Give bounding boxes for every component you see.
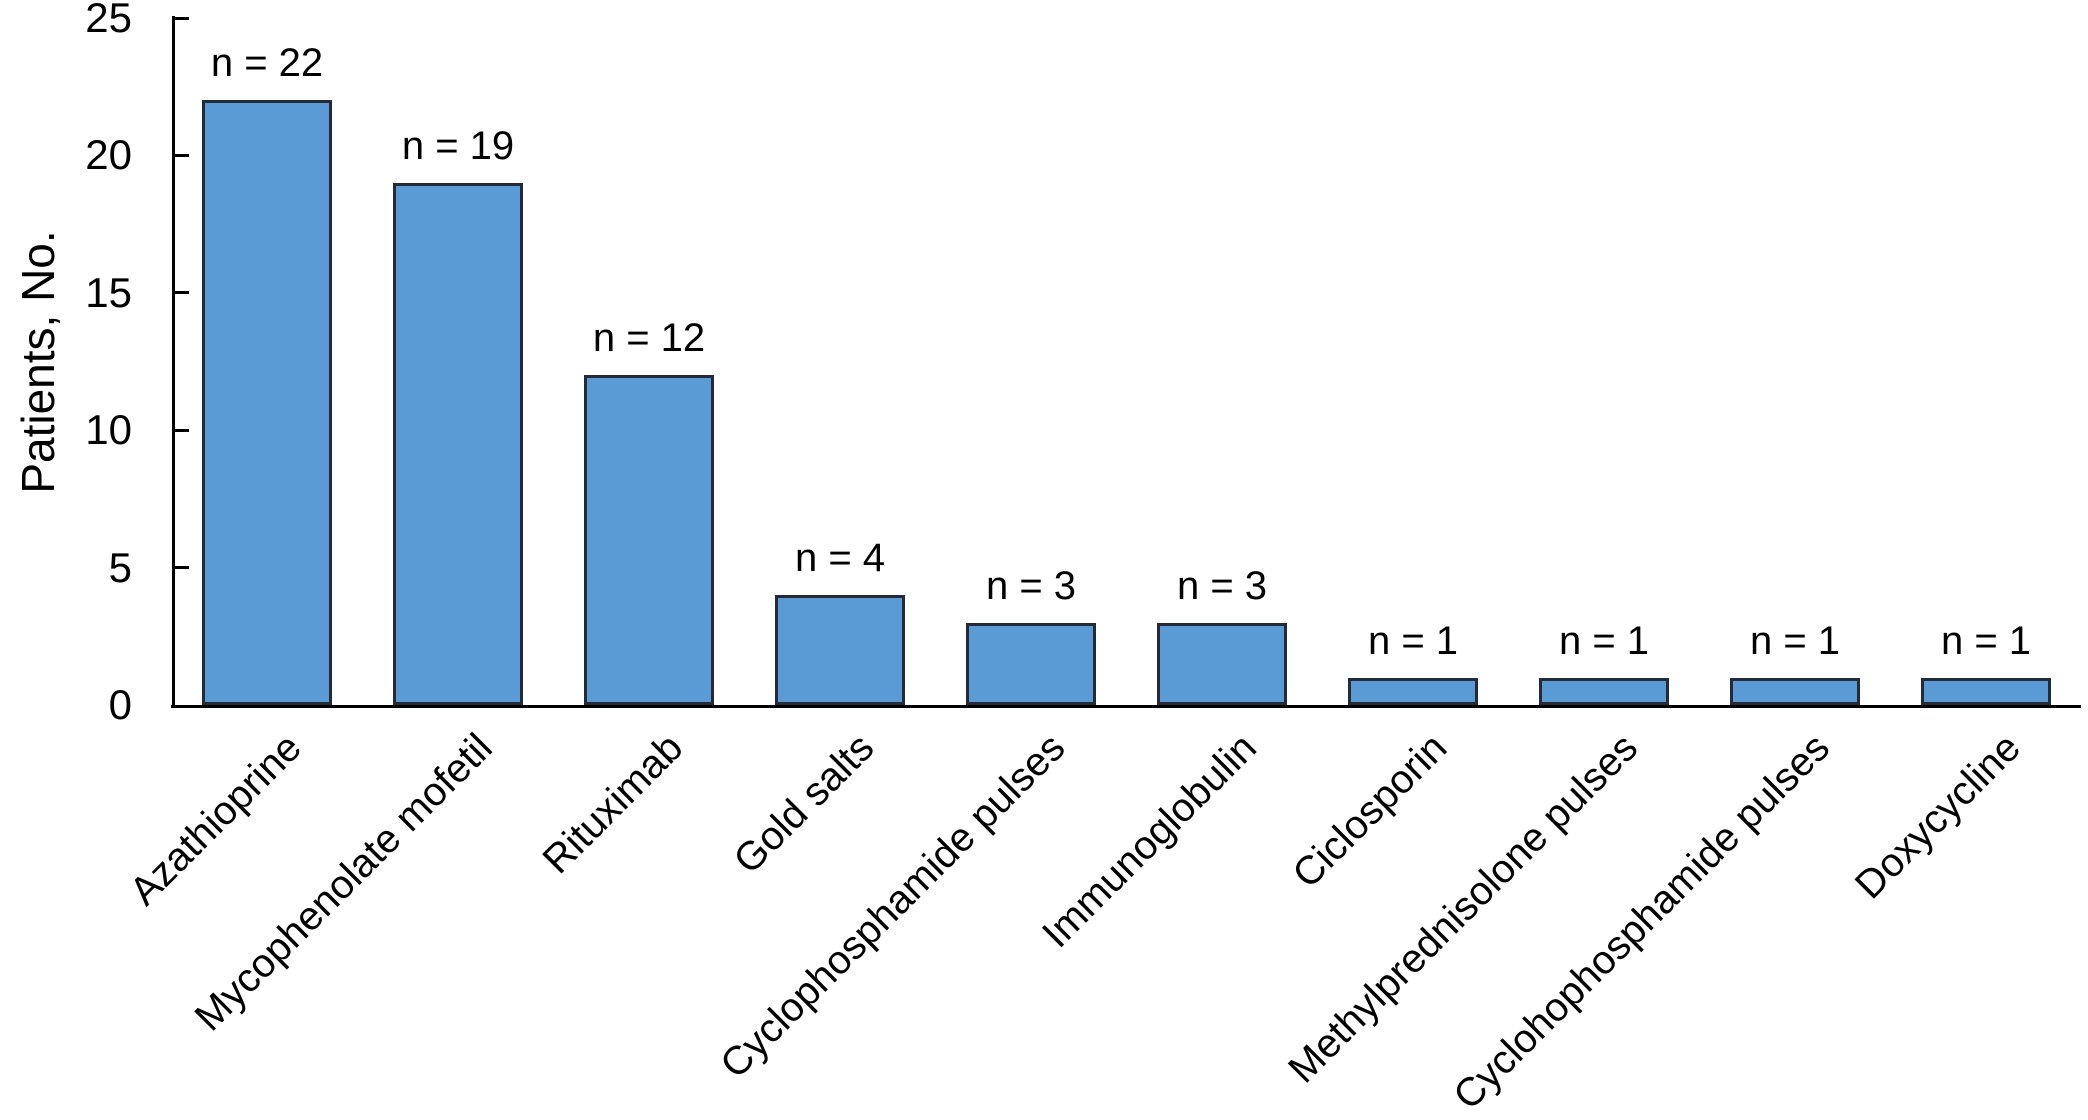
bar: [1348, 677, 1478, 705]
bar-value-label: n = 19: [401, 123, 515, 168]
bar: [1157, 622, 1287, 705]
bar-value-label: n = 22: [210, 41, 324, 86]
x-tick-label: Ciclosporin: [1284, 725, 1456, 897]
x-tick-label: Rituximab: [534, 725, 692, 883]
y-axis-line: [172, 16, 175, 708]
x-tick-label: Doxycycline: [1846, 725, 2029, 908]
bar: [1921, 677, 2051, 705]
bar-value-label: n = 12: [592, 316, 706, 361]
x-tick-label: Cyclohophosphamide pulses: [1444, 725, 1838, 1119]
bar-value-label: n = 3: [1176, 563, 1268, 608]
x-tick-label: Methylprednisolone pulses: [1280, 725, 1647, 1092]
y-tick-label: 5: [108, 543, 132, 591]
bar-value-label: n = 1: [1940, 618, 2032, 663]
x-tick-label: Azathioprine: [121, 725, 310, 914]
y-tick-mark: [175, 566, 189, 570]
bar: [584, 375, 714, 705]
bar: [775, 595, 905, 705]
x-axis-line: [171, 705, 2081, 708]
bar-value-label: n = 1: [1749, 618, 1841, 663]
y-tick-mark: [175, 428, 189, 432]
y-tick-label: 0: [108, 681, 132, 728]
y-tick-label: 15: [85, 268, 132, 316]
x-tick-label: Gold salts: [725, 725, 883, 883]
bar-value-label: n = 1: [1558, 618, 1650, 663]
bar: [1539, 677, 1669, 705]
y-tick-label: 25: [85, 0, 132, 41]
bar: [1730, 677, 1860, 705]
bar-value-label: n = 3: [985, 563, 1077, 608]
y-tick-mark: [175, 153, 189, 157]
bar: [966, 622, 1096, 705]
y-tick-label: 10: [85, 406, 132, 454]
bar-value-label: n = 4: [794, 536, 886, 581]
y-tick-label: 20: [85, 131, 132, 179]
bar-value-label: n = 1: [1367, 618, 1459, 663]
x-tick-label: Cyclophosphamide pulses: [712, 725, 1074, 1087]
bar: [202, 100, 332, 705]
bar: [393, 182, 523, 705]
y-tick-mark: [175, 16, 189, 20]
y-tick-mark: [175, 291, 189, 295]
